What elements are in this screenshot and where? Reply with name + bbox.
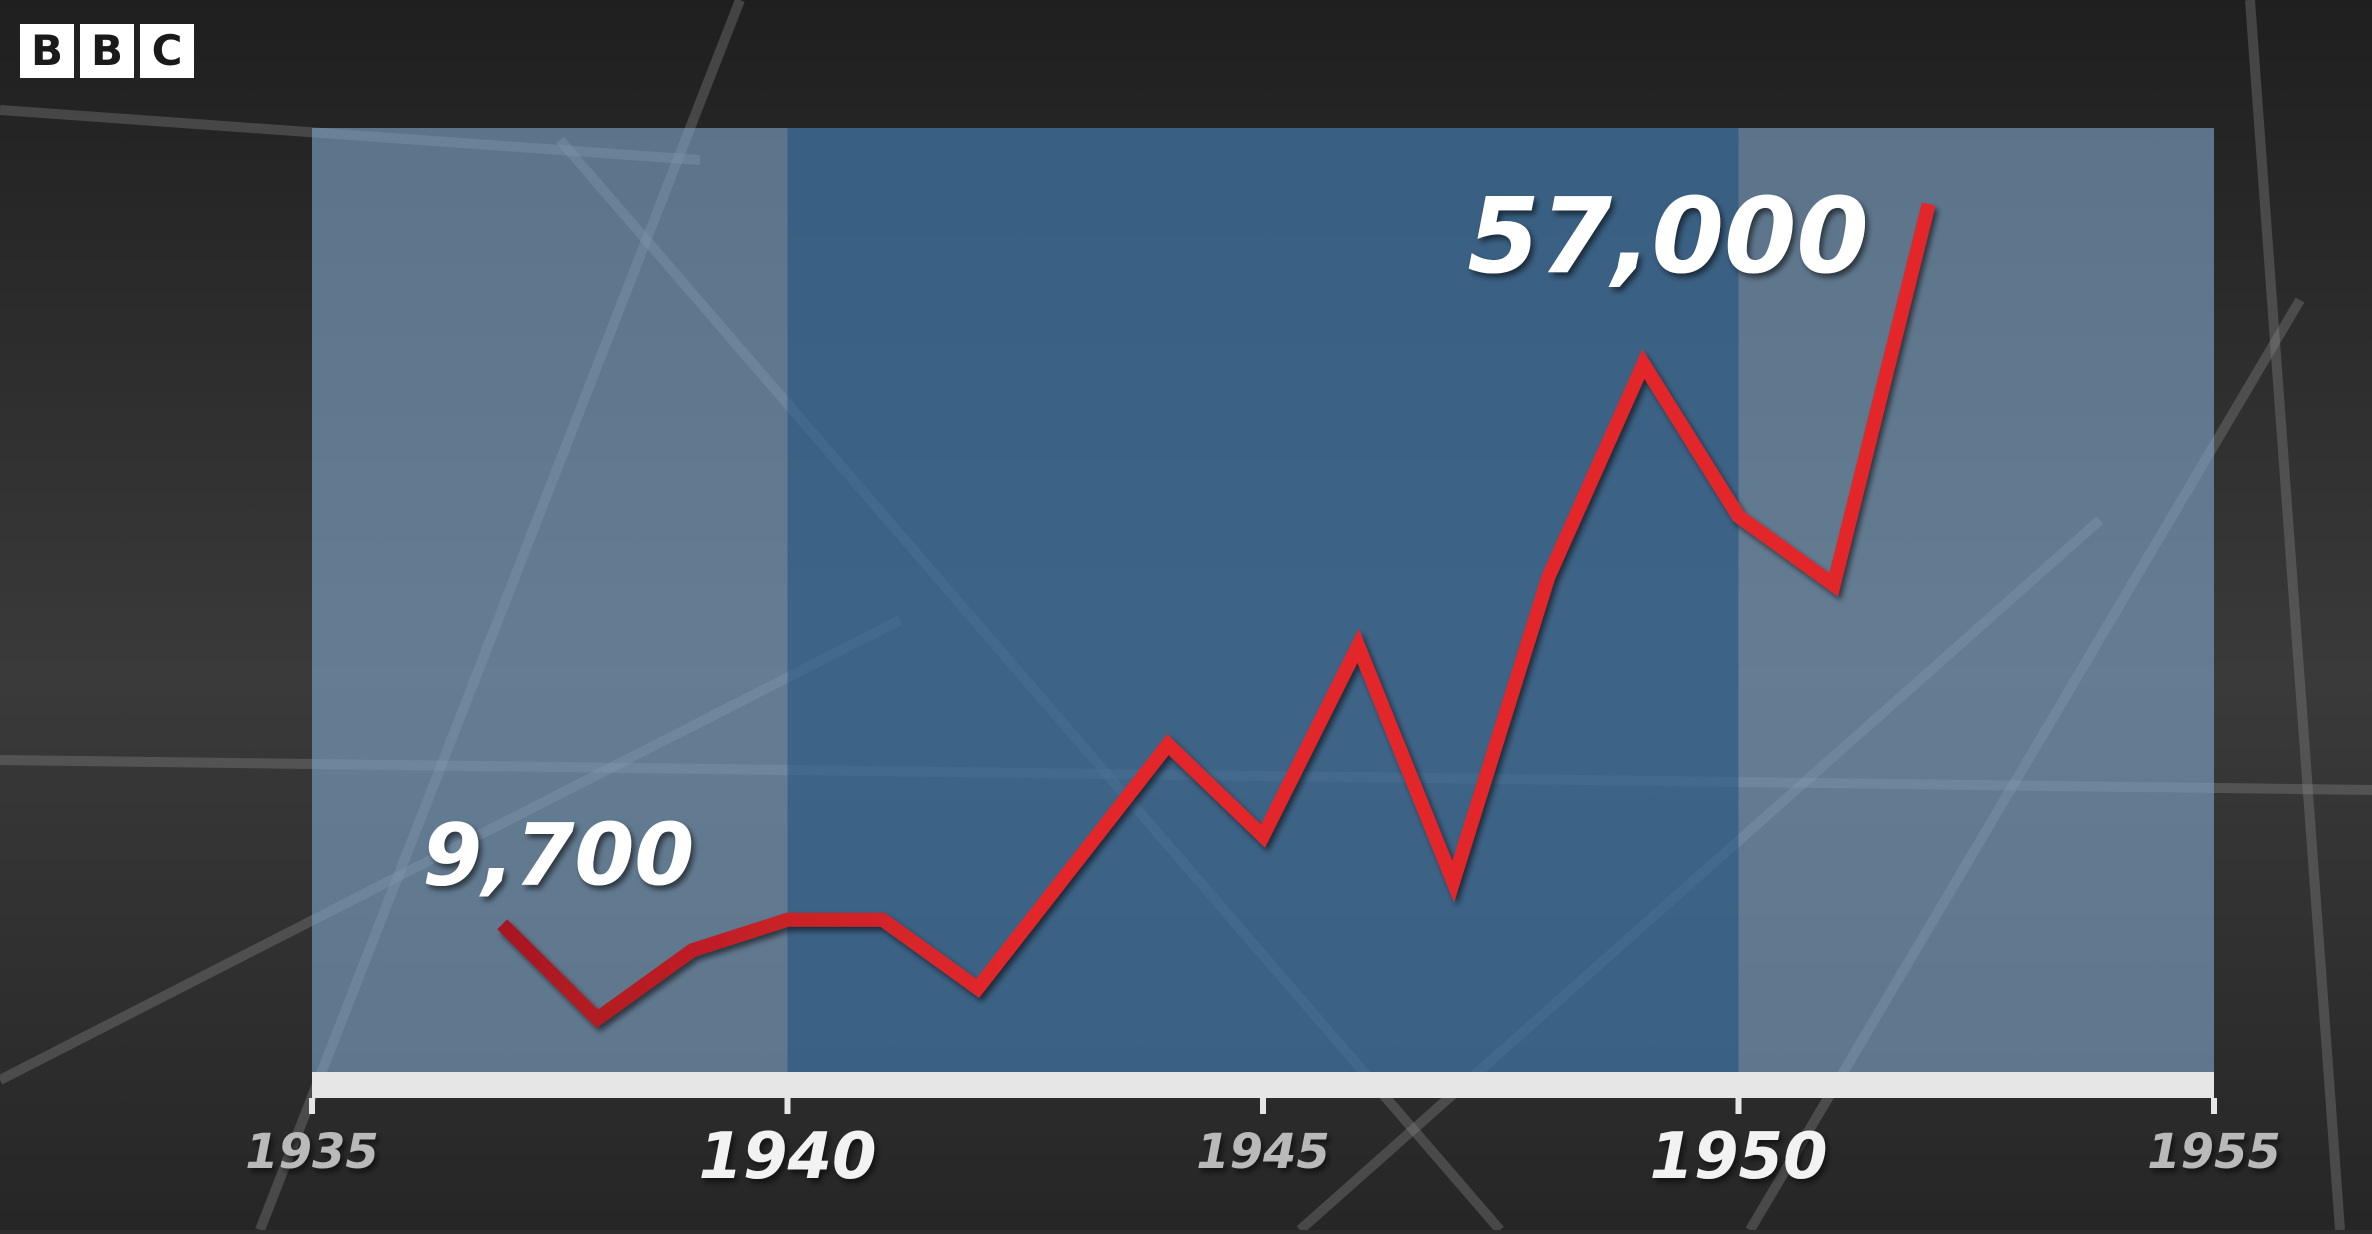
x-tick-mark <box>1260 1098 1266 1114</box>
series-line <box>497 202 1936 1028</box>
logo-letter-b2: B <box>80 24 134 78</box>
x-tick-mark <box>2211 1098 2217 1114</box>
x-tick-label: 1945 <box>1196 1124 1330 1180</box>
series-point <box>1453 881 1454 882</box>
series-point <box>1928 204 1929 205</box>
series-point <box>1072 866 1073 867</box>
series-point <box>1358 645 1359 646</box>
series-point <box>787 919 788 920</box>
series-layer <box>497 202 1936 1028</box>
x-tick-mark <box>1735 1098 1742 1114</box>
x-tick-mark <box>309 1098 315 1114</box>
series-point <box>1738 516 1739 517</box>
series-point <box>1833 584 1834 585</box>
period-bands <box>312 128 2214 1072</box>
x-tick-label: 1935 <box>245 1124 379 1180</box>
series-point <box>502 924 503 925</box>
series-point <box>882 919 883 920</box>
x-tick-mark <box>784 1098 791 1114</box>
end-value-label: 57,000 <box>1467 175 1868 297</box>
period-band-1940-1950 <box>787 128 1739 1072</box>
x-tick-labels: 1935 1940 1945 1950 1955 <box>245 1120 2281 1194</box>
series-point <box>597 1018 598 1019</box>
logo-letter-b1: B <box>20 24 74 78</box>
x-axis <box>309 1072 2217 1114</box>
bbc-logo: B B C <box>20 24 194 78</box>
series-point <box>1548 577 1549 578</box>
annotation-layer: 9,700 57,000 <box>422 175 1868 905</box>
x-tick-label: 1940 <box>698 1120 876 1194</box>
x-axis-line <box>312 1072 2214 1098</box>
start-value-label: 9,700 <box>422 805 694 905</box>
x-tick-label: 1955 <box>2147 1124 2281 1180</box>
series-point <box>692 950 693 951</box>
series-point <box>1167 744 1168 745</box>
logo-letter-c: C <box>140 24 194 78</box>
series-point <box>1263 836 1264 837</box>
period-band-1935-1940 <box>312 128 788 1072</box>
series-point <box>1643 364 1644 365</box>
period-band-1950-1955 <box>1738 128 2214 1072</box>
x-tick-label: 1950 <box>1649 1120 1827 1194</box>
series-point <box>977 988 978 989</box>
